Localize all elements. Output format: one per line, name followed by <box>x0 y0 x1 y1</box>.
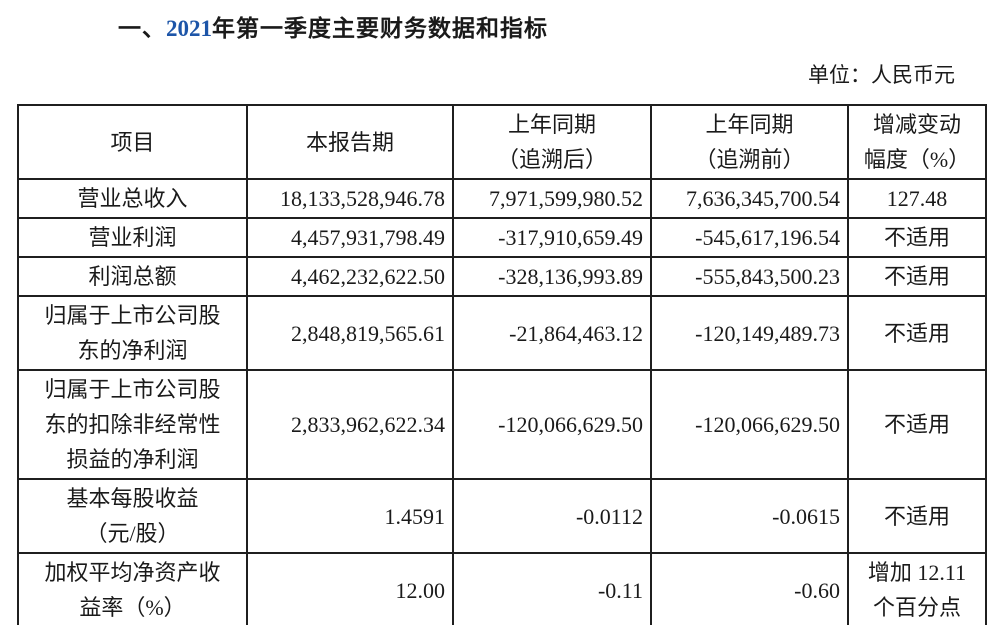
cell-prior-restated: -120,066,629.50 <box>452 369 652 480</box>
cell-prior-restated: -0.11 <box>452 552 652 625</box>
header-change: 增减变动 幅度（%） <box>847 104 987 180</box>
cell-change: 增加 12.11 个百分点 <box>847 552 987 625</box>
cell-current: 4,462,232,622.50 <box>246 256 454 297</box>
cell-prior-restated: -328,136,993.89 <box>452 256 652 297</box>
cell-prior-original: -545,617,196.54 <box>650 217 849 258</box>
cell-change: 不适用 <box>847 478 987 554</box>
row-total-revenue: 营业总收入 18,133,528,946.78 7,971,599,980.52… <box>17 178 987 219</box>
cell-current: 2,848,819,565.61 <box>246 295 454 371</box>
cell-current: 1.4591 <box>246 478 454 554</box>
cell-item: 利润总额 <box>17 256 248 297</box>
unit-label: 单位：人民币元 <box>808 63 955 87</box>
cell-change: 不适用 <box>847 256 987 297</box>
page-title: 一、2021年第一季度主要财务数据和指标 <box>118 14 1000 44</box>
header-prior-restated: 上年同期 （追溯后） <box>452 104 652 180</box>
header-item: 项目 <box>17 104 248 180</box>
cell-change: 不适用 <box>847 295 987 371</box>
cell-prior-restated: 7,971,599,980.52 <box>452 178 652 219</box>
cell-item: 归属于上市公司股 东的净利润 <box>17 295 248 371</box>
cell-prior-original: 7,636,345,700.54 <box>650 178 849 219</box>
cell-change: 不适用 <box>847 217 987 258</box>
row-total-profit: 利润总额 4,462,232,622.50 -328,136,993.89 -5… <box>17 256 987 297</box>
cell-item: 营业总收入 <box>17 178 248 219</box>
row-net-profit-attributable: 归属于上市公司股 东的净利润 2,848,819,565.61 -21,864,… <box>17 295 987 371</box>
title-text: 年第一季度主要财务数据和指标 <box>212 16 548 41</box>
cell-prior-original: -0.60 <box>650 552 849 625</box>
cell-change: 127.48 <box>847 178 987 219</box>
table-header-row: 项目 本报告期 上年同期 （追溯后） 上年同期 （追溯前） 增减变动 幅度（%） <box>17 104 987 180</box>
header-current-period: 本报告期 <box>246 104 454 180</box>
cell-current: 4,457,931,798.49 <box>246 217 454 258</box>
title-section-number: 一、 <box>118 16 166 41</box>
cell-item: 加权平均净资产收 益率（%） <box>17 552 248 625</box>
cell-change: 不适用 <box>847 369 987 480</box>
cell-item: 基本每股收益 （元/股） <box>17 478 248 554</box>
cell-prior-original: -555,843,500.23 <box>650 256 849 297</box>
header-prior-original: 上年同期 （追溯前） <box>650 104 849 180</box>
title-year-highlight: 2021 <box>166 16 212 41</box>
row-operating-profit: 营业利润 4,457,931,798.49 -317,910,659.49 -5… <box>17 217 987 258</box>
row-net-profit-excl-nonrecurring: 归属于上市公司股 东的扣除非经常性 损益的净利润 2,833,962,622.3… <box>17 369 987 480</box>
cell-prior-original: -0.0615 <box>650 478 849 554</box>
cell-prior-restated: -21,864,463.12 <box>452 295 652 371</box>
cell-prior-original: -120,149,489.73 <box>650 295 849 371</box>
financial-table: 项目 本报告期 上年同期 （追溯后） 上年同期 （追溯前） 增减变动 幅度（%）… <box>17 104 987 625</box>
cell-item: 营业利润 <box>17 217 248 258</box>
cell-current: 12.00 <box>246 552 454 625</box>
cell-item: 归属于上市公司股 东的扣除非经常性 损益的净利润 <box>17 369 248 480</box>
cell-current: 18,133,528,946.78 <box>246 178 454 219</box>
cell-prior-original: -120,066,629.50 <box>650 369 849 480</box>
cell-prior-restated: -317,910,659.49 <box>452 217 652 258</box>
cell-prior-restated: -0.0112 <box>452 478 652 554</box>
cell-current: 2,833,962,622.34 <box>246 369 454 480</box>
row-weighted-avg-roe: 加权平均净资产收 益率（%） 12.00 -0.11 -0.60 增加 12.1… <box>17 552 987 625</box>
row-basic-eps: 基本每股收益 （元/股） 1.4591 -0.0112 -0.0615 不适用 <box>17 478 987 554</box>
